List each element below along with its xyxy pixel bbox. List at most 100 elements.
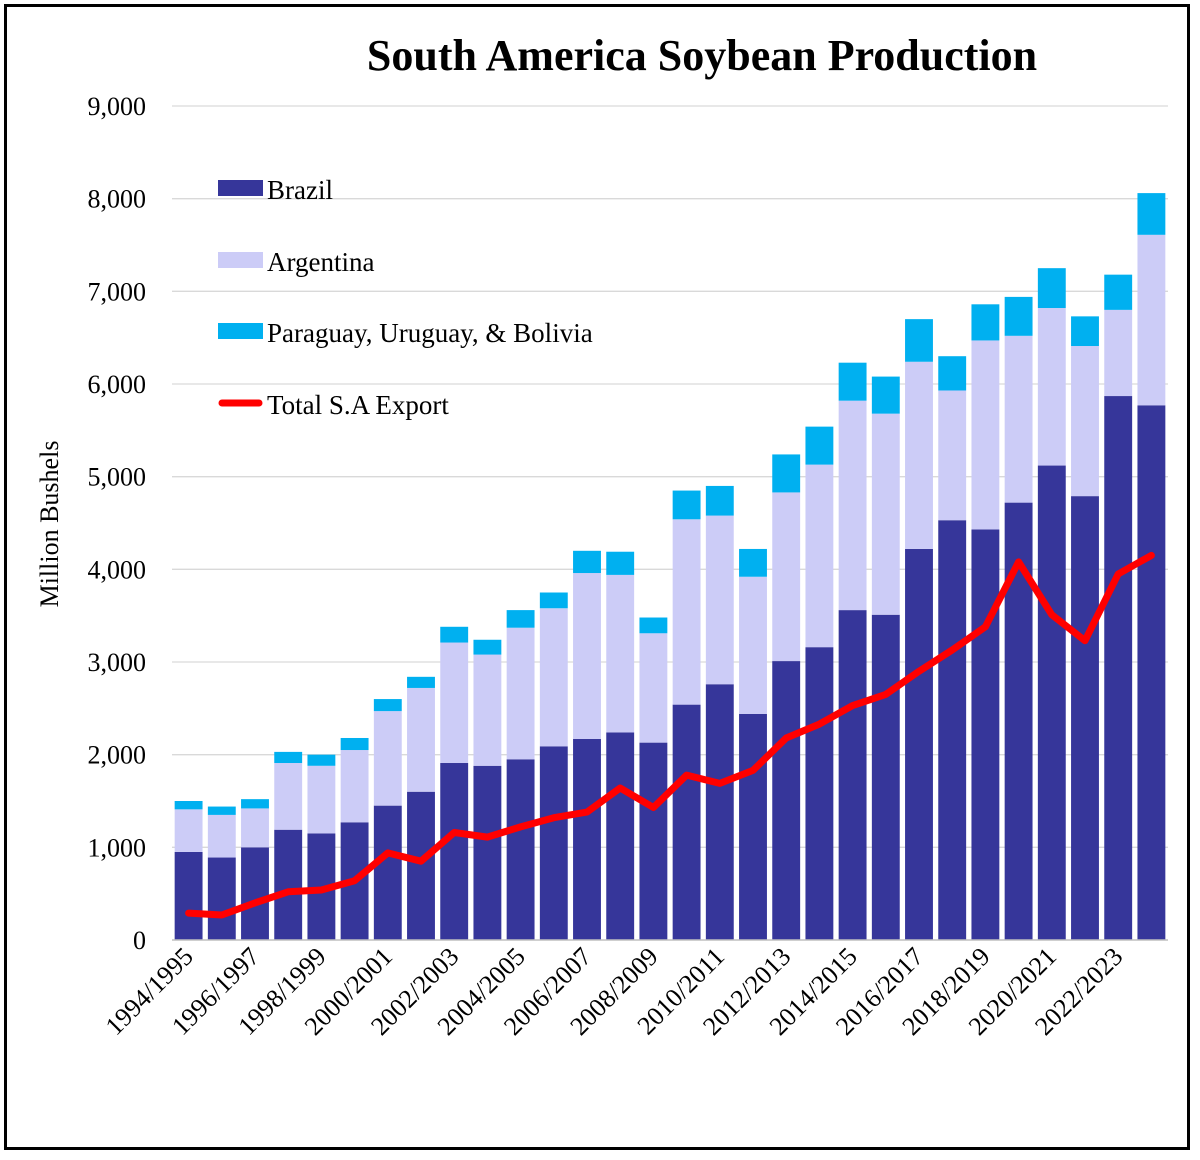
y-tick-label: 7,000 [88, 277, 147, 306]
bar-paraguay-uruguay-bolivia-18 [772, 454, 801, 493]
bar-paraguay-uruguay-bolivia-12 [573, 550, 601, 574]
bar-brazil-24 [971, 529, 1000, 940]
bar-brazil-2 [241, 847, 269, 940]
legend-swatch-paraguay-uruguay-bolivia [218, 323, 263, 339]
bar-brazil-22 [905, 548, 933, 940]
bar-argentina-23 [938, 390, 967, 521]
bar-argentina-27 [1071, 346, 1099, 497]
bar-paraguay-uruguay-bolivia-27 [1071, 316, 1099, 347]
bar-brazil-19 [805, 647, 834, 940]
y-tick-label: 6,000 [88, 370, 147, 399]
bar-brazil-18 [772, 661, 801, 940]
bar-brazil-7 [407, 791, 435, 940]
bar-argentina-25 [1004, 335, 1033, 503]
bar-argentina-29 [1137, 234, 1166, 406]
y-tick-label: 5,000 [88, 463, 147, 492]
bar-argentina-15 [672, 519, 701, 705]
bar-brazil-12 [573, 738, 601, 940]
bar-paraguay-uruguay-bolivia-17 [739, 548, 767, 577]
bar-paraguay-uruguay-bolivia-11 [539, 592, 568, 609]
bar-brazil-16 [705, 684, 734, 940]
bar-argentina-4 [307, 765, 336, 834]
bar-brazil-29 [1137, 405, 1166, 940]
bar-argentina-8 [440, 642, 469, 764]
bar-brazil-27 [1071, 496, 1099, 940]
legend: Brazil Argentina Paraguay, Uruguay, & Boli… [218, 175, 593, 420]
y-tick-label: 0 [133, 926, 146, 955]
bar-argentina-16 [705, 515, 734, 685]
bar-argentina-28 [1104, 309, 1133, 397]
bar-paraguay-uruguay-bolivia-23 [938, 356, 967, 391]
legend-label-argentina: Argentina [267, 247, 374, 277]
bar-paraguay-uruguay-bolivia-24 [971, 304, 1000, 341]
bar-argentina-12 [573, 573, 601, 739]
legend-label-total-s-a-export: Total S.A Export [267, 390, 449, 420]
bar-argentina-0 [174, 809, 203, 852]
bar-argentina-7 [407, 687, 435, 792]
legend-label-brazil: Brazil [267, 175, 333, 205]
legend-swatch-argentina [218, 252, 263, 268]
bar-brazil-1 [207, 857, 236, 940]
y-tick-label: 3,000 [88, 648, 147, 677]
y-tick-label: 9,000 [88, 92, 147, 121]
bar-paraguay-uruguay-bolivia-8 [440, 626, 469, 643]
bar-argentina-5 [340, 750, 369, 823]
bar-argentina-26 [1037, 308, 1066, 466]
bar-argentina-13 [606, 574, 635, 733]
bar-argentina-6 [373, 711, 402, 806]
bar-paraguay-uruguay-bolivia-13 [606, 551, 635, 575]
bar-argentina-11 [539, 608, 568, 747]
bar-paraguay-uruguay-bolivia-1 [207, 806, 236, 815]
bar-brazil-8 [440, 763, 469, 940]
bar-brazil-9 [473, 765, 502, 940]
bar-brazil-20 [838, 610, 867, 940]
bar-argentina-18 [772, 492, 801, 662]
bar-paraguay-uruguay-bolivia-21 [871, 376, 900, 414]
bar-brazil-26 [1037, 465, 1066, 940]
bar-paraguay-uruguay-bolivia-14 [639, 617, 668, 634]
bar-argentina-14 [639, 633, 668, 743]
y-tick-label: 8,000 [88, 185, 147, 214]
bar-paraguay-uruguay-bolivia-25 [1004, 296, 1033, 336]
bar-brazil-23 [938, 520, 967, 940]
y-axis-ticks: 0 1,000 2,000 3,000 4,000 5,000 6,000 7,000 8,00… [88, 92, 147, 955]
bar-brazil-21 [871, 614, 900, 940]
export-line [185, 551, 1155, 919]
bar-argentina-24 [971, 340, 1000, 530]
bar-paraguay-uruguay-bolivia-26 [1037, 268, 1066, 309]
legend-label-paraguay-uruguay-bolivia: Paraguay, Uruguay, & Bolivia [267, 318, 593, 348]
bar-brazil-28 [1104, 396, 1133, 941]
bar-argentina-10 [506, 627, 535, 760]
bar-paraguay-uruguay-bolivia-10 [506, 610, 535, 628]
bar-argentina-20 [838, 400, 867, 611]
legend-swatch-brazil [218, 180, 263, 196]
y-tick-label: 2,000 [88, 741, 147, 770]
bar-brazil-13 [606, 732, 635, 940]
bar-brazil-0 [174, 851, 203, 940]
y-tick-label: 4,000 [88, 555, 147, 584]
bar-argentina-19 [805, 464, 834, 648]
bar-brazil-6 [373, 805, 402, 940]
x-axis-ticks: 1994/19951996/19971998/19992000/20012002… [100, 942, 1129, 1041]
bar-paraguay-uruguay-bolivia-6 [373, 699, 402, 712]
bar-paraguay-uruguay-bolivia-3 [274, 751, 303, 764]
bars [174, 193, 1166, 941]
chart-title: South America Soybean Production [367, 31, 1037, 80]
bar-argentina-3 [274, 763, 303, 830]
bar-paraguay-uruguay-bolivia-5 [340, 737, 369, 751]
bar-brazil-10 [506, 759, 535, 940]
bar-paraguay-uruguay-bolivia-28 [1104, 274, 1133, 310]
bar-paraguay-uruguay-bolivia-9 [473, 639, 502, 655]
bar-paraguay-uruguay-bolivia-29 [1137, 193, 1166, 235]
bar-brazil-3 [274, 829, 303, 940]
bar-paraguay-uruguay-bolivia-20 [838, 362, 867, 401]
bar-paraguay-uruguay-bolivia-16 [705, 485, 734, 516]
bar-argentina-17 [739, 576, 767, 714]
bar-paraguay-uruguay-bolivia-19 [805, 426, 834, 465]
bar-argentina-9 [473, 654, 502, 766]
bar-paraguay-uruguay-bolivia-2 [241, 799, 269, 809]
gridlines [172, 105, 1168, 848]
bar-brazil-14 [639, 742, 668, 940]
bar-paraguay-uruguay-bolivia-0 [174, 801, 203, 810]
